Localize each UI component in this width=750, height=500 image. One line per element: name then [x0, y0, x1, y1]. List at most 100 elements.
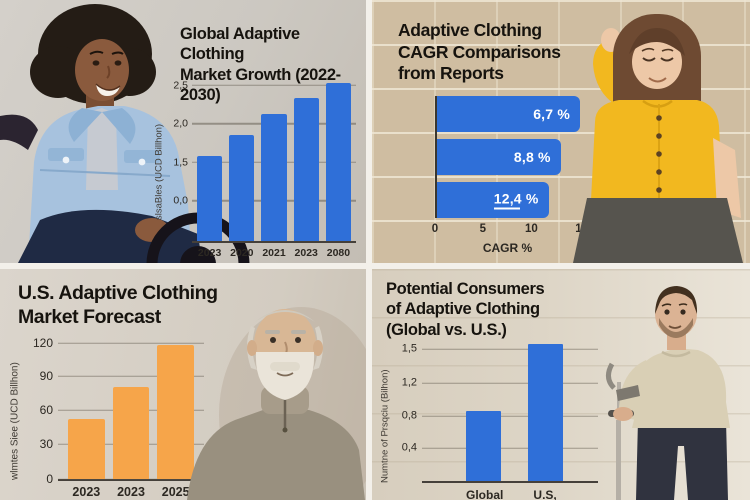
gridline — [192, 84, 356, 86]
x-tick-label: 2023 — [72, 485, 101, 499]
plot-area: 2,5 2,0 1,5 0,0 — [173, 80, 356, 243]
title-line: U.S. Adaptive Clothing — [18, 282, 218, 304]
bar-column — [112, 343, 150, 479]
bar-column — [293, 85, 319, 241]
title-line: Potential Consumers — [386, 280, 545, 298]
bar — [197, 155, 223, 241]
x-tick-label: 2080 — [326, 247, 351, 259]
bar — [293, 97, 319, 241]
gridline — [58, 478, 204, 480]
x-axis-labels: Global U.S, — [422, 488, 598, 500]
y-axis-label: wlmtes Siee (UCD Billhon) — [9, 362, 21, 480]
title-line: CAGR Comparisons — [398, 41, 561, 62]
x-tick-label: 2023 — [117, 485, 145, 499]
gridline — [422, 447, 598, 449]
bar-value-label: 6,7 % — [533, 106, 570, 122]
older-man-illustration — [187, 307, 366, 500]
x-axis-label: CAGR % — [482, 241, 533, 255]
bar: 6,7 % — [437, 96, 580, 132]
bar — [527, 343, 563, 481]
bar-value-label: 12,4 % — [493, 190, 539, 210]
photo-woman-yellow-shirt — [565, 0, 750, 263]
gridline — [422, 348, 598, 350]
title-line: Global Adaptive Clothing — [180, 25, 300, 64]
woman-yellow-shirt-illustration — [573, 14, 743, 263]
bar-column — [157, 343, 195, 479]
x-tick-label: 5 — [479, 223, 487, 235]
bar — [157, 344, 195, 479]
x-tick-label: 2021 — [262, 247, 286, 259]
title-line: (Global vs. U.S.) — [386, 320, 507, 339]
photo-woman-wheelchair — [0, 0, 366, 263]
y-tick-label: 1,5 — [173, 155, 188, 168]
quadrant-potential-consumers: Potential Consumers of Adaptive Clothing… — [372, 269, 750, 500]
chart-title-cagr: Adaptive Clothing CAGR Comparisons from … — [398, 20, 561, 85]
bar-column — [229, 85, 255, 241]
y-tick-label: 60 — [39, 403, 53, 418]
x-tick-label: 2023 — [294, 247, 318, 259]
y-tick-label: 2,0 — [173, 117, 188, 130]
chart-title-potential-consumers: Potential Consumers of Adaptive Clothing… — [386, 279, 545, 340]
gridline — [58, 375, 204, 378]
bar: 12,4 % — [437, 182, 549, 218]
x-axis-labels: 2023 2023 2025 — [58, 485, 204, 499]
bar-column — [325, 83, 352, 241]
plot-area: 120 90 60 30 0 — [33, 337, 204, 485]
bar — [68, 418, 105, 479]
y-tick-label: 1,2 — [401, 376, 417, 389]
title-line: Market Growth (2022-2030) — [180, 65, 341, 105]
quadrant-cagr-comparisons: Adaptive Clothing CAGR Comparisons from … — [372, 0, 750, 263]
y-tick-label: 0,0 — [173, 194, 188, 207]
bar — [325, 83, 352, 241]
x-tick-label: 1, — [575, 223, 585, 235]
y-tick-label: 0,4 — [401, 441, 417, 454]
y-axis-label: slsaBles (UCD Billhon) — [153, 123, 165, 221]
y-tick-label: 0 — [46, 472, 53, 486]
chart-title-global-growth: Global Adaptive Clothing Market Growth (… — [180, 24, 366, 106]
bar — [466, 411, 501, 481]
bar-column — [68, 343, 105, 479]
x-tick-label: U.S, — [533, 488, 557, 500]
quadrant-us-forecast: U.S. Adaptive Clothing Market Forecast w… — [0, 269, 366, 500]
y-tick-label: 120 — [32, 336, 53, 350]
x-tick-label: 2023 — [197, 247, 222, 259]
horizontal-bar-chart-cagr: 6,7 % 8,8 % 12,4 % 0 5 10 1, CAGR % — [432, 96, 585, 255]
bar-chart-potential-consumers: Numtne of Prsqciu (Bilhon) 1,5 1,2 0,8 0,4 … — [378, 343, 598, 500]
x-tick-label: 10 — [525, 223, 538, 235]
plot-area: 6,7 % 8,8 % 12,4 % — [435, 96, 580, 218]
title-line: from Reports — [398, 63, 504, 84]
woman-wheelchair-illustration — [0, 4, 250, 263]
title-line: Adaptive Clothing — [398, 20, 542, 40]
photo-man-crutch — [580, 270, 750, 500]
bar — [261, 113, 287, 241]
x-tick-label: 2025 — [161, 485, 190, 499]
bar-column — [261, 85, 287, 241]
gridline — [422, 415, 598, 418]
quadrant-global-market-growth: Global Adaptive Clothing Market Growth (… — [0, 0, 366, 263]
y-tick-label: 90 — [39, 369, 53, 384]
y-axis-label: Numtne of Prsqciu (Bilhon) — [379, 369, 391, 483]
x-tick-label: 2020 — [230, 247, 254, 259]
x-tick-label: Global — [466, 488, 504, 500]
y-tick-label: 30 — [39, 437, 53, 452]
x-axis-ticks: 0 5 10 1, — [432, 223, 585, 237]
bar: 8,8 % — [437, 139, 561, 175]
gridline — [58, 342, 204, 344]
title-line: Market Forecast — [18, 306, 161, 329]
bar-chart-global-growth: slsaBles (UCD Billhon) 2,5 2,0 1,5 0,0 2023… — [152, 80, 356, 259]
bar — [229, 135, 255, 241]
bar — [112, 387, 150, 479]
man-crutch-illustration — [606, 286, 730, 500]
photo-older-man-beard — [181, 270, 366, 500]
y-tick-label: 0,8 — [401, 409, 417, 422]
y-tick-label: 2,5 — [173, 78, 188, 91]
gridline — [422, 382, 598, 385]
bar-chart-us-forecast: wlmtes Siee (UCD Billhon) 120 90 60 30 0 202… — [8, 337, 204, 499]
plot-area: 1,5 1,2 0,8 0,4 — [402, 343, 598, 483]
y-tick-label: 1,5 — [401, 342, 417, 355]
chart-title-us-forecast: U.S. Adaptive Clothing Market Forecast — [18, 281, 218, 329]
bar-column — [197, 85, 223, 241]
x-axis-labels: 2023 2020 2021 2023 2080 — [192, 247, 356, 259]
bar-value-label: 8,8 % — [513, 149, 551, 165]
